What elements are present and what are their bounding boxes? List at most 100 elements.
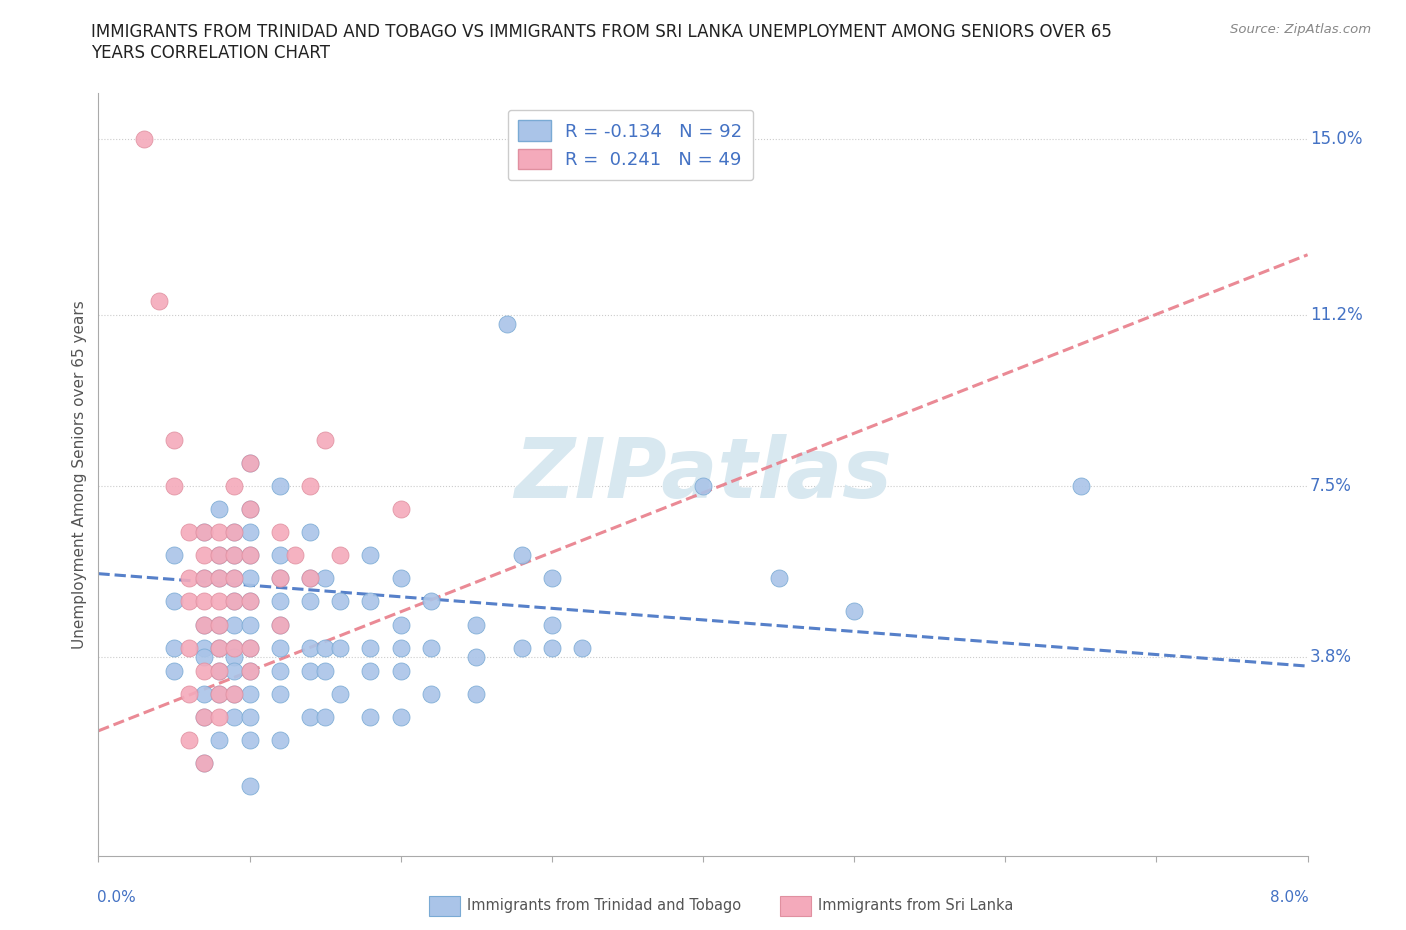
Point — [314, 432, 336, 447]
Point — [269, 663, 291, 678]
Point — [389, 618, 412, 632]
Point — [239, 594, 262, 609]
Point — [224, 548, 246, 563]
Point — [239, 663, 262, 678]
Point — [163, 640, 186, 655]
Point — [163, 663, 186, 678]
Point — [269, 525, 291, 539]
Point — [299, 710, 322, 724]
Point — [193, 571, 215, 586]
Point — [208, 640, 231, 655]
Point — [239, 571, 262, 586]
Point — [193, 548, 215, 563]
Point — [510, 640, 533, 655]
Point — [208, 571, 231, 586]
Point — [239, 594, 262, 609]
Point — [193, 594, 215, 609]
Point — [239, 501, 262, 516]
Point — [163, 548, 186, 563]
Point — [193, 618, 215, 632]
Point — [360, 640, 382, 655]
Point — [269, 571, 291, 586]
Point — [208, 571, 231, 586]
Point — [224, 594, 246, 609]
Text: ZIPatlas: ZIPatlas — [515, 433, 891, 515]
Point — [239, 548, 262, 563]
Point — [360, 710, 382, 724]
Point — [299, 640, 322, 655]
Point — [768, 571, 790, 586]
Point — [208, 686, 231, 701]
Text: Immigrants from Trinidad and Tobago: Immigrants from Trinidad and Tobago — [467, 898, 741, 913]
Point — [299, 525, 322, 539]
Y-axis label: Unemployment Among Seniors over 65 years: Unemployment Among Seniors over 65 years — [72, 300, 87, 649]
Point — [314, 571, 336, 586]
Point — [540, 571, 562, 586]
Point — [193, 756, 215, 771]
Point — [239, 733, 262, 748]
Point — [692, 478, 714, 493]
Point — [239, 640, 262, 655]
Point — [208, 594, 231, 609]
Point — [239, 686, 262, 701]
Point — [269, 686, 291, 701]
Point — [193, 686, 215, 701]
Point — [389, 640, 412, 655]
Point — [132, 132, 155, 147]
Point — [208, 733, 231, 748]
Point — [239, 456, 262, 471]
Point — [389, 571, 412, 586]
Point — [360, 548, 382, 563]
Point — [389, 663, 412, 678]
Point — [389, 710, 412, 724]
Point — [163, 478, 186, 493]
Point — [193, 618, 215, 632]
Point — [284, 548, 307, 563]
Point — [239, 501, 262, 516]
Point — [193, 756, 215, 771]
Point — [1070, 478, 1092, 493]
Point — [239, 710, 262, 724]
Point — [510, 548, 533, 563]
Point — [224, 594, 246, 609]
Point — [540, 640, 562, 655]
Point — [314, 710, 336, 724]
Point — [571, 640, 593, 655]
Point — [465, 686, 488, 701]
Point — [844, 604, 866, 618]
Point — [193, 710, 215, 724]
Point — [420, 640, 443, 655]
Point — [224, 525, 246, 539]
Point — [208, 710, 231, 724]
Point — [179, 594, 201, 609]
Point — [540, 618, 562, 632]
Point — [224, 571, 246, 586]
Text: IMMIGRANTS FROM TRINIDAD AND TOBAGO VS IMMIGRANTS FROM SRI LANKA UNEMPLOYMENT AM: IMMIGRANTS FROM TRINIDAD AND TOBAGO VS I… — [91, 23, 1112, 41]
Point — [208, 525, 231, 539]
Point — [299, 594, 322, 609]
Point — [299, 663, 322, 678]
Point — [208, 501, 231, 516]
Point — [239, 618, 262, 632]
Point — [239, 548, 262, 563]
Point — [208, 618, 231, 632]
Point — [193, 525, 215, 539]
Point — [179, 571, 201, 586]
Point — [193, 710, 215, 724]
Point — [193, 640, 215, 655]
Point — [224, 548, 246, 563]
Point — [239, 778, 262, 793]
Point — [420, 686, 443, 701]
Point — [224, 478, 246, 493]
Point — [224, 663, 246, 678]
Point — [208, 548, 231, 563]
Point — [269, 733, 291, 748]
Point — [208, 663, 231, 678]
Point — [360, 663, 382, 678]
Point — [148, 294, 170, 309]
Point — [299, 571, 322, 586]
Text: Source: ZipAtlas.com: Source: ZipAtlas.com — [1230, 23, 1371, 36]
Point — [495, 316, 517, 331]
Point — [239, 640, 262, 655]
Text: 11.2%: 11.2% — [1310, 306, 1362, 324]
